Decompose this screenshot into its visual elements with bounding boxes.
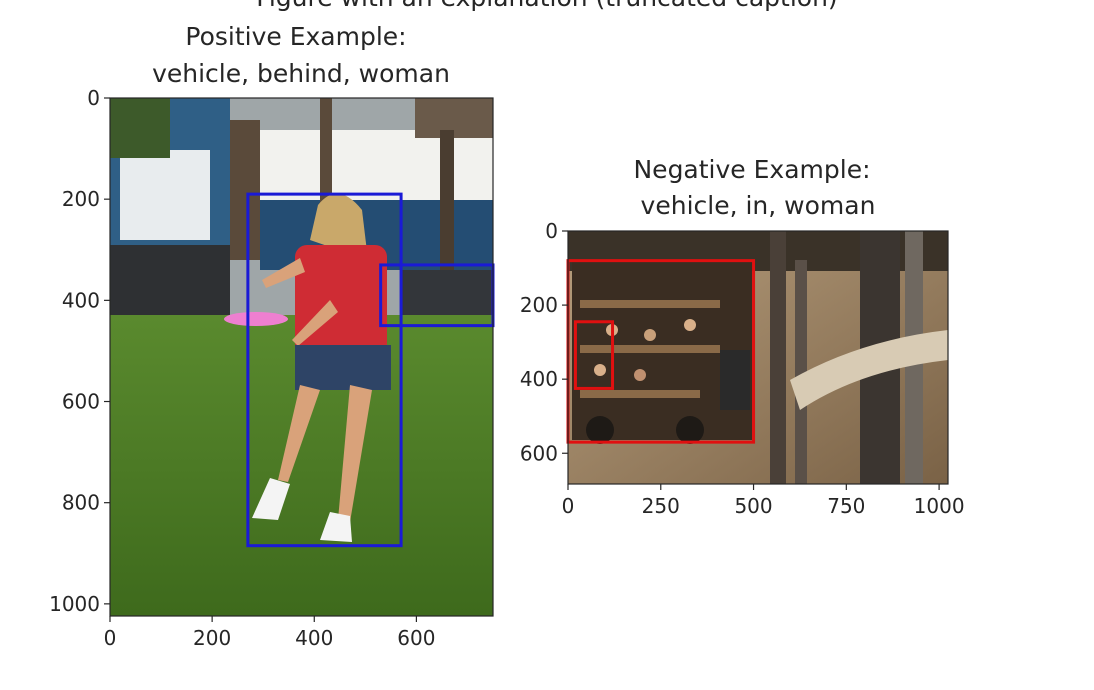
positive-xtick-label: 200 [193, 626, 231, 650]
negative-title-line2: vehicle, in, woman [641, 191, 876, 220]
negative-axis-ticks: 0 250 500 750 1000 0 200 400 600 [520, 219, 965, 518]
negative-xtick-label: 250 [642, 494, 680, 518]
positive-ytick-label: 200 [62, 187, 100, 211]
negative-box-woman [573, 320, 615, 390]
negative-xtick-label: 750 [827, 494, 865, 518]
negative-title-line1: Negative Example: [633, 155, 870, 184]
positive-example-panel: Positive Example: vehicle, behind, woman [49, 22, 495, 650]
positive-axis-ticks: 0 200 400 600 0 200 400 600 800 1000 [49, 86, 435, 650]
positive-title-line1: Positive Example: [185, 22, 406, 51]
positive-ytick-label: 1000 [49, 592, 100, 616]
negative-xtick-label: 1000 [914, 494, 965, 518]
negative-xtick-label: 0 [562, 494, 575, 518]
positive-ytick-label: 600 [62, 390, 100, 414]
negative-ytick-label: 0 [545, 219, 558, 243]
figure-heading-clipped: Figure with an explanation (truncated ca… [256, 0, 837, 12]
negative-xtick-label: 500 [734, 494, 772, 518]
positive-ytick-label: 0 [87, 86, 100, 110]
positive-box-woman [246, 192, 403, 548]
positive-ytick-label: 400 [62, 288, 100, 312]
positive-xtick-label: 600 [397, 626, 435, 650]
positive-photo [110, 98, 493, 616]
negative-ytick-label: 600 [520, 441, 558, 465]
positive-title-line2: vehicle, behind, woman [152, 59, 450, 88]
negative-ytick-label: 400 [520, 367, 558, 391]
negative-photo [568, 231, 948, 484]
woman-figure [252, 193, 391, 542]
positive-xtick-label: 400 [295, 626, 333, 650]
positive-xtick-label: 0 [104, 626, 117, 650]
positive-ytick-label: 800 [62, 491, 100, 515]
negative-example-panel: Negative Example: vehicle, in, woman [520, 155, 965, 518]
negative-ytick-label: 200 [520, 293, 558, 317]
negative-axes-frame [567, 230, 949, 485]
positive-axes-frame [109, 97, 494, 617]
